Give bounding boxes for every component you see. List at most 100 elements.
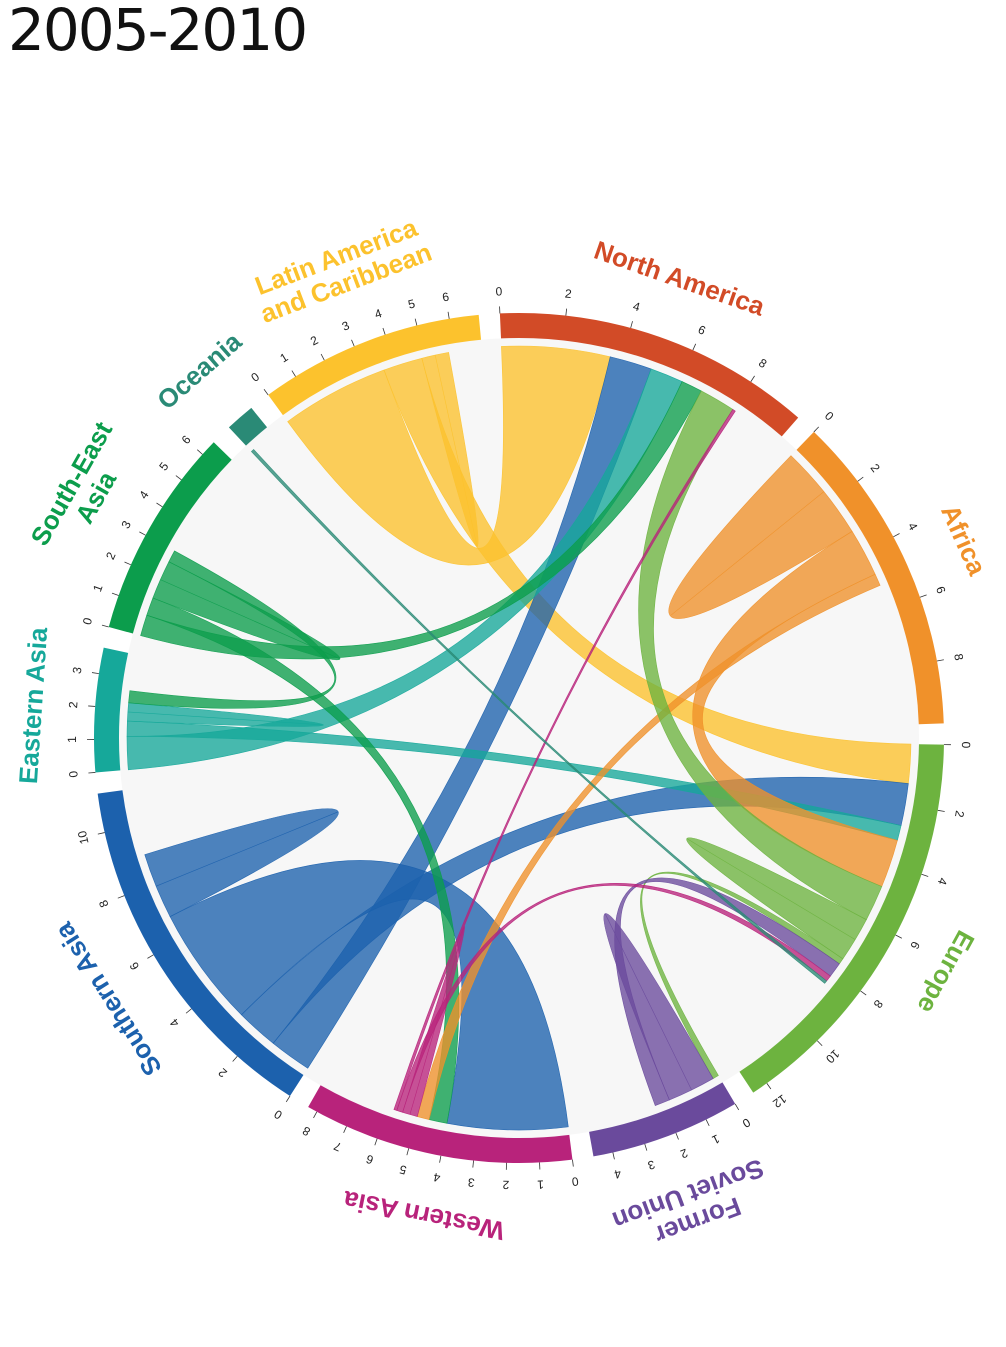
tick-eastern-asia-3 (91, 672, 99, 675)
flow-africa-to-africa (668, 455, 853, 619)
tick-label-south-east-asia-6: 6 (179, 432, 194, 447)
tick-south-east-asia-5 (175, 475, 182, 481)
tick-label-africa-4: 4 (905, 520, 921, 533)
tick-label-south-east-asia-3: 3 (118, 518, 134, 531)
label-line-western-asia-0: Western Asia (340, 1185, 507, 1246)
tick-label-southern-asia-4: 4 (167, 1016, 182, 1030)
tick-europe-10 (816, 1040, 823, 1047)
arc-africa (796, 431, 944, 725)
tick-western-asia-6 (374, 1138, 378, 1146)
tick-label-latin-america-and-caribbean-1: 1 (277, 350, 290, 366)
tick-label-europe-2: 2 (952, 810, 967, 819)
tick-label-western-asia-8: 8 (300, 1123, 313, 1139)
tick-south-east-asia-4 (156, 502, 163, 508)
tick-label-north-america-6: 6 (696, 322, 708, 338)
label-line-north-america-0: North America (590, 235, 769, 322)
tick-label-europe-4: 4 (935, 876, 951, 887)
tick-former-soviet-union-0 (734, 1103, 740, 1111)
tick-africa-6 (919, 594, 927, 598)
tick-label-south-east-asia-4: 4 (136, 488, 152, 501)
tick-label-former-soviet-union-2: 2 (678, 1146, 690, 1162)
tick-latin-america-and-caribbean-6 (447, 311, 450, 319)
tick-southern-asia-4 (185, 1008, 192, 1014)
tick-western-asia-0 (572, 1159, 574, 1167)
label-oceania: Oceania (151, 326, 247, 415)
tick-latin-america-and-caribbean-2 (320, 353, 325, 361)
tick-label-southern-asia-6: 6 (127, 959, 143, 972)
tick-label-western-asia-5: 5 (398, 1162, 408, 1177)
tick-label-western-asia-0: 0 (571, 1174, 580, 1189)
tick-europe-6 (895, 934, 902, 939)
tick-north-america-2 (565, 308, 568, 316)
tick-eastern-asia-2 (88, 705, 96, 707)
tick-label-africa-2: 2 (868, 461, 883, 475)
tick-label-europe-0: 0 (959, 741, 973, 748)
tick-north-america-6 (692, 343, 697, 351)
tick-western-asia-7 (343, 1126, 347, 1133)
flow-africa-to-western-asia (416, 573, 881, 1120)
tick-label-southern-asia-2: 2 (215, 1065, 230, 1080)
tick-label-europe-8: 8 (870, 997, 885, 1011)
tick-europe-8 (860, 990, 867, 996)
tick-label-western-asia-3: 3 (467, 1175, 475, 1190)
tick-label-former-soviet-union-4: 4 (613, 1166, 623, 1181)
tick-latin-america-and-caribbean-5 (414, 318, 418, 326)
label-line-europe-0: Europe (911, 926, 980, 1019)
flow-latin-america-and-caribbean-to-north-america (287, 345, 611, 566)
tick-label-latin-america-and-caribbean-4: 4 (373, 306, 384, 321)
tick-label-south-east-asia-2: 2 (103, 550, 119, 562)
flow-ribbons (126, 345, 912, 1131)
tick-label-western-asia-2: 2 (502, 1178, 509, 1192)
tick-western-asia-3 (472, 1160, 474, 1168)
tick-south-east-asia-0 (101, 624, 109, 628)
tick-north-america-8 (750, 375, 755, 382)
tick-label-latin-america-and-caribbean-5: 5 (407, 296, 417, 311)
tick-western-asia-5 (406, 1148, 410, 1156)
tick-africa-2 (857, 476, 864, 482)
tick-southern-asia-6 (147, 954, 154, 959)
tick-europe-2 (937, 809, 945, 812)
label-africa: Africa (935, 500, 993, 580)
tick-label-africa-0: 0 (822, 409, 837, 424)
tick-label-eastern-asia-0: 0 (66, 770, 81, 778)
tick-label-europe-12: 12 (770, 1092, 789, 1111)
flow-former-soviet-union-to-europe (614, 877, 840, 1106)
flow-western-asia-to-north-america (393, 409, 736, 1111)
region-arcs (94, 312, 944, 1163)
flow-former-soviet-union-to-former-soviet-union (603, 913, 714, 1101)
tick-label-latin-america-and-caribbean-2: 2 (308, 333, 321, 349)
flow-europe-to-north-america (638, 390, 883, 921)
tick-former-soviet-union-3 (644, 1143, 648, 1151)
tick-label-former-soviet-union-0: 0 (740, 1115, 753, 1131)
tick-latin-america-and-caribbean-0 (263, 389, 269, 396)
arc-eastern-asia (94, 647, 129, 773)
tick-south-east-asia-3 (139, 531, 146, 536)
tick-latin-america-and-caribbean-3 (351, 339, 355, 347)
tick-label-latin-america-and-caribbean-6: 6 (441, 290, 450, 305)
tick-label-former-soviet-union-1: 1 (709, 1132, 721, 1148)
flow-southern-asia-to-southern-asia (144, 808, 339, 918)
tick-eastern-asia-0 (88, 772, 96, 774)
tick-label-europe-10: 10 (823, 1047, 843, 1067)
arc-southern-asia (97, 790, 304, 1097)
tick-label-former-soviet-union-3: 3 (646, 1157, 657, 1172)
arc-south-east-asia (108, 442, 232, 634)
label-europe: Europe (911, 926, 980, 1019)
flow-western-asia-to-europe (396, 882, 831, 1113)
tick-label-eastern-asia-1: 1 (65, 736, 79, 743)
label-eastern-asia: Eastern Asia (13, 626, 53, 785)
flow-oceania-to-europe (250, 449, 828, 984)
tick-europe-12 (766, 1083, 772, 1090)
tick-label-eastern-asia-3: 3 (70, 666, 85, 675)
tick-label-north-america-4: 4 (631, 299, 641, 314)
tick-label-southern-asia-8: 8 (96, 898, 112, 910)
tick-south-east-asia-2 (124, 561, 132, 566)
tick-europe-4 (921, 873, 929, 877)
arc-latin-america-and-caribbean (268, 314, 482, 416)
flow-europe-to-europe (686, 837, 867, 960)
label-north-america: North America (590, 235, 769, 322)
tick-western-asia-4 (439, 1155, 442, 1163)
